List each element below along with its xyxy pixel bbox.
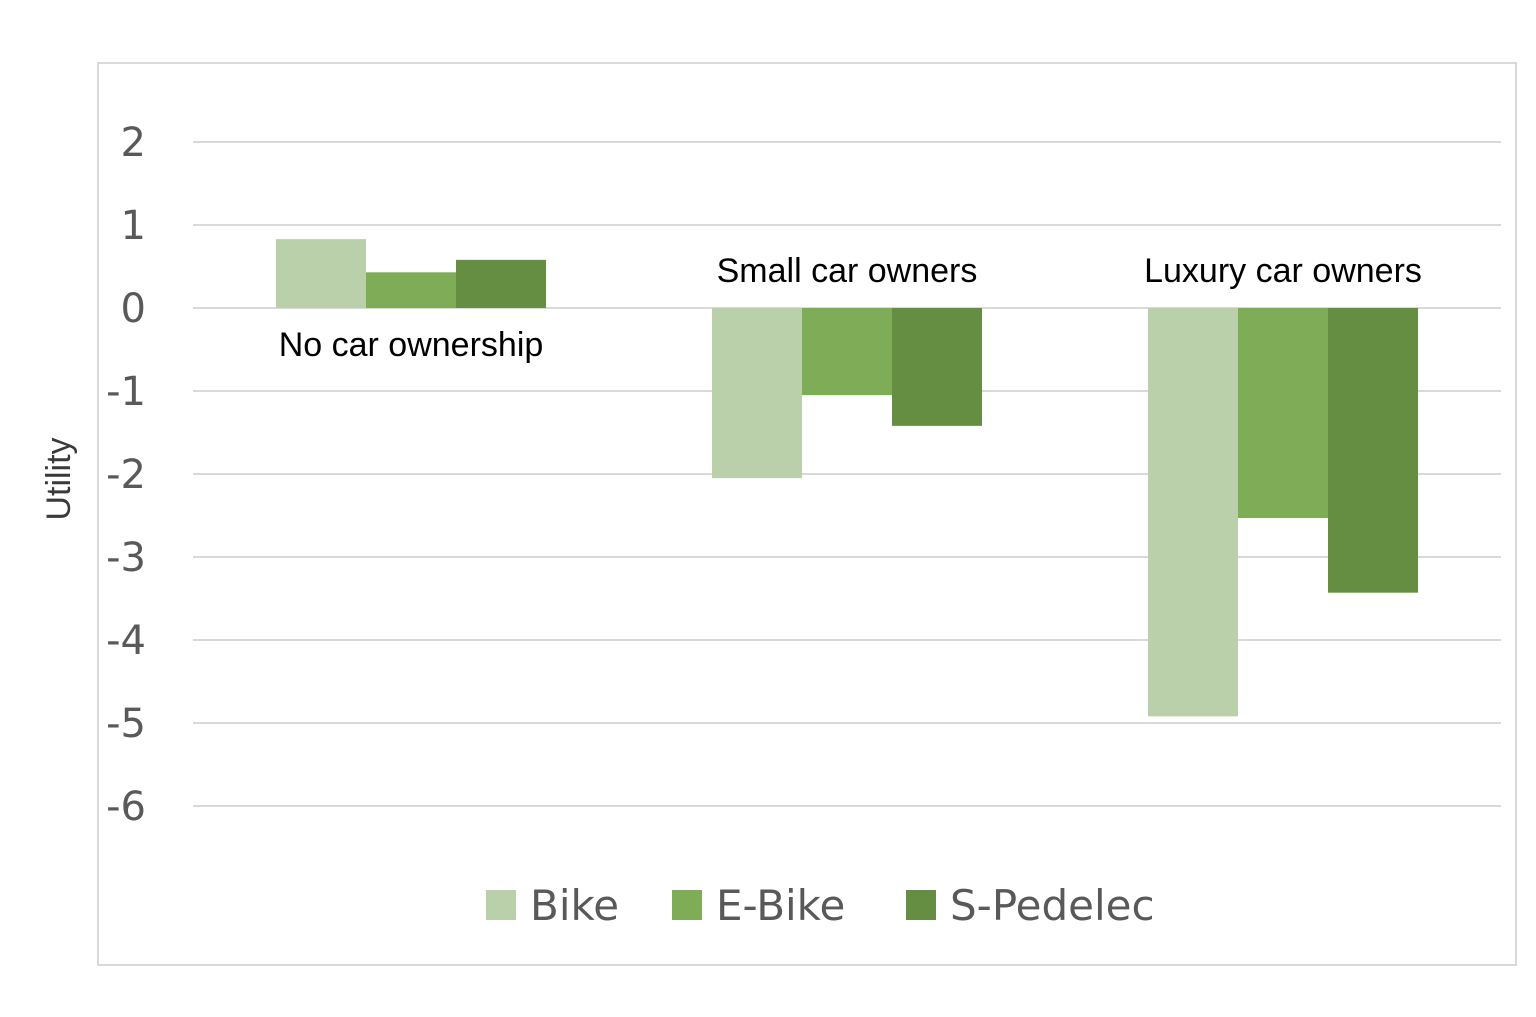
y-axis-title: Utility: [40, 437, 78, 520]
bar-bike: [712, 308, 802, 479]
bar-s-pedelec: [456, 259, 546, 308]
category-label: Small car owners: [717, 252, 978, 290]
labels: No car ownership Small car owners Luxury c…: [279, 252, 1422, 364]
legend-label: S-Pedelec: [950, 881, 1155, 930]
legend: Bike E-Bike S-Pedelec: [486, 881, 1155, 930]
y-tick-label: -1: [106, 369, 146, 415]
y-tick-label: -6: [106, 784, 146, 830]
bar-s-pedelec: [892, 308, 982, 426]
bar-bike: [276, 239, 366, 308]
y-tick-label: -5: [106, 701, 146, 747]
y-tick-label: -4: [106, 618, 146, 664]
y-tick-label: -2: [106, 452, 146, 498]
category-label: Luxury car owners: [1144, 252, 1422, 290]
legend-label: E-Bike: [716, 881, 845, 930]
legend-label: Bike: [530, 881, 619, 930]
y-tick-label: 1: [121, 203, 146, 249]
bars: [276, 239, 1418, 717]
legend-swatch: [672, 890, 702, 920]
bar-bike: [1148, 308, 1238, 717]
y-tick-label: 0: [121, 286, 146, 332]
legend-swatch: [486, 890, 516, 920]
bar-s-pedelec: [1328, 308, 1418, 593]
legend-swatch: [906, 890, 936, 920]
bar-e-bike: [1238, 308, 1328, 518]
bar-e-bike: [366, 272, 456, 308]
bar-e-bike: [802, 308, 892, 396]
category-label: No car ownership: [279, 326, 544, 364]
y-tick-label: -3: [106, 535, 146, 581]
y-tick-label: 2: [121, 120, 146, 166]
